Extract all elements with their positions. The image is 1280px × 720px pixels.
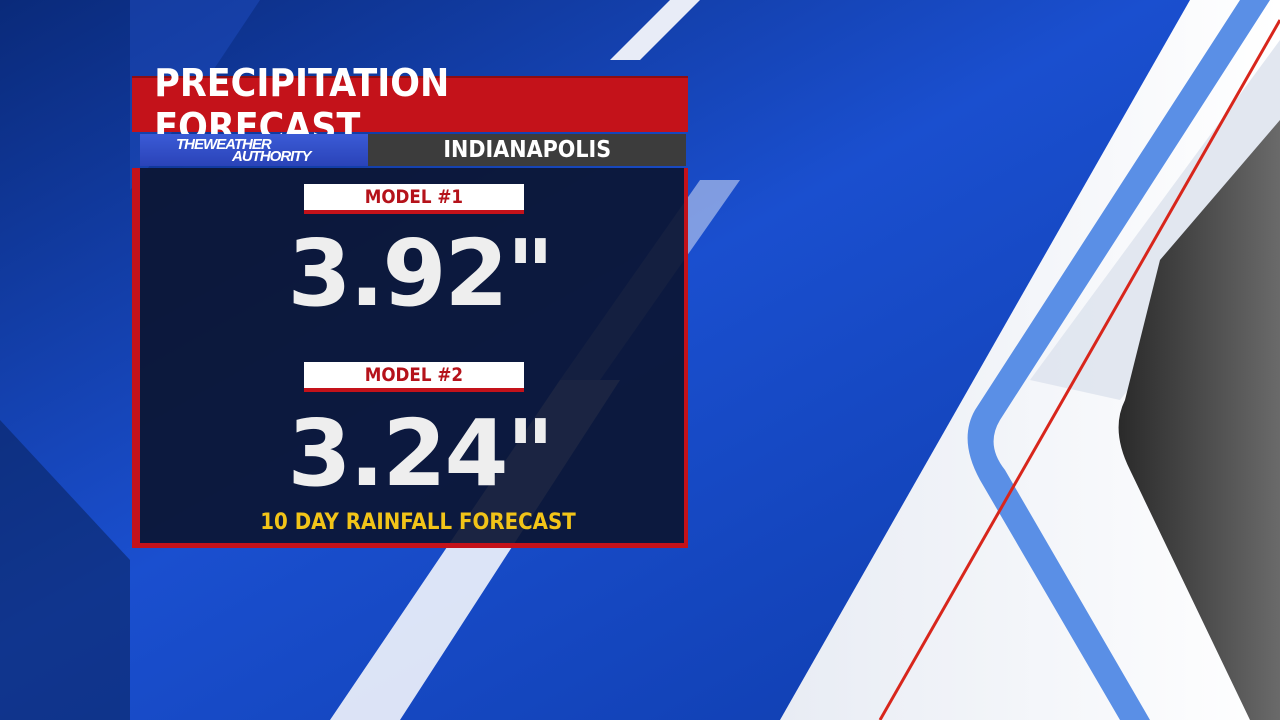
model-2-value: 3.24" <box>287 400 555 507</box>
forecast-body: MODEL #1 3.92" MODEL #2 3.24" 10 DAY RAI… <box>132 168 688 548</box>
subheader-bar: THEWEATHER AUTHORITY INDIANAPOLIS <box>132 132 688 168</box>
forecast-period-label: 10 DAY RAINFALL FORECAST <box>260 510 576 535</box>
title-bar: PRECIPITATION FORECAST <box>132 61 688 149</box>
station-logo: THEWEATHER AUTHORITY <box>140 134 368 166</box>
model-1-value: 3.92" <box>287 220 555 327</box>
logo-text-line1: THEWEATHER <box>176 136 272 153</box>
location-box: INDIANAPOLIS <box>368 134 686 166</box>
forecast-panel: PRECIPITATION FORECAST THEWEATHER AUTHOR… <box>132 61 688 548</box>
logo-text-line2: AUTHORITY <box>232 148 311 165</box>
model-2-label-text: MODEL #2 <box>364 364 464 386</box>
model-2-label: MODEL #2 <box>304 362 524 392</box>
location-name: INDIANAPOLIS <box>443 137 611 163</box>
model-1-label: MODEL #1 <box>304 184 524 214</box>
model-1-label-text: MODEL #1 <box>364 186 464 208</box>
